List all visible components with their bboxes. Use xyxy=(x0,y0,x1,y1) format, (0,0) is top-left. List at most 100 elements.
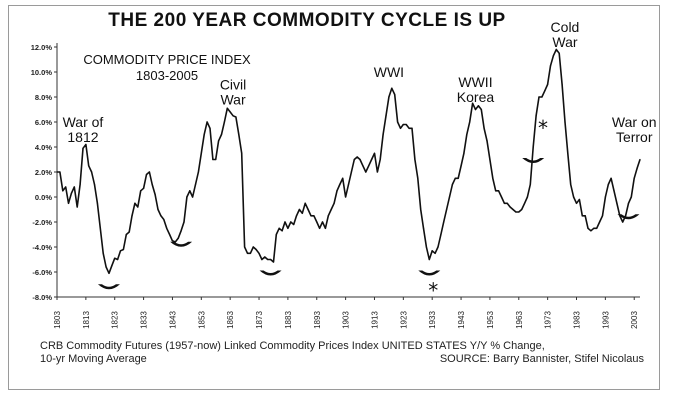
data-point xyxy=(67,202,70,204)
data-point xyxy=(359,158,361,161)
data-point xyxy=(570,183,572,186)
data-point xyxy=(267,258,269,261)
data-point xyxy=(402,123,404,126)
data-point xyxy=(218,140,220,142)
data-point xyxy=(186,196,188,198)
y-tick-label: 6.0% xyxy=(35,118,52,127)
data-point xyxy=(509,206,511,208)
x-tick-label: 1803 xyxy=(53,311,62,329)
data-point xyxy=(472,102,474,104)
x-tick-label: 1973 xyxy=(544,311,553,329)
data-point xyxy=(336,190,338,192)
data-point xyxy=(281,230,283,232)
data-point xyxy=(189,190,191,192)
data-point xyxy=(313,215,315,217)
trough-marker xyxy=(97,284,120,290)
data-point xyxy=(362,165,364,167)
data-point xyxy=(639,158,641,161)
data-point xyxy=(437,246,439,248)
data-point xyxy=(477,105,479,107)
data-point xyxy=(151,183,153,186)
data-point xyxy=(431,250,433,252)
data-point xyxy=(521,208,523,211)
y-tick-label: -2.0% xyxy=(32,218,52,227)
chart-frame xyxy=(8,5,660,390)
data-point xyxy=(624,215,627,217)
data-point xyxy=(73,186,75,188)
data-point xyxy=(593,227,595,229)
data-point xyxy=(111,265,113,267)
data-point xyxy=(117,258,119,261)
data-point xyxy=(526,196,529,198)
data-point xyxy=(295,215,298,217)
x-tick-label: 1943 xyxy=(457,311,466,329)
annotation-label: Cold xyxy=(551,19,580,35)
data-point xyxy=(298,208,301,211)
x-tick-label: 1993 xyxy=(601,311,610,329)
index-label-line1: COMMODITY PRICE INDEX xyxy=(83,52,251,67)
annotation-label-line2: War xyxy=(552,34,577,50)
data-point xyxy=(420,208,422,211)
data-point xyxy=(168,233,171,236)
data-point xyxy=(466,133,468,136)
data-point xyxy=(160,215,162,217)
y-tick-label: -4.0% xyxy=(32,243,52,252)
data-point xyxy=(246,252,249,254)
x-tick-label: 1823 xyxy=(111,311,120,329)
data-point xyxy=(177,237,179,239)
y-tick-label: 8.0% xyxy=(35,93,52,102)
data-point xyxy=(174,241,176,243)
data-point xyxy=(65,186,67,188)
chart-title: THE 200 YEAR COMMODITY CYCLE IS UP xyxy=(108,10,505,31)
data-point xyxy=(627,202,630,204)
data-point xyxy=(353,158,355,161)
data-point xyxy=(538,96,540,98)
data-point xyxy=(197,171,200,173)
data-point xyxy=(249,252,251,254)
annotation-label-line2: Terror xyxy=(616,129,653,145)
data-point xyxy=(492,177,494,179)
data-point xyxy=(235,116,237,118)
trough-marker xyxy=(418,270,441,276)
data-point xyxy=(578,198,580,201)
data-point xyxy=(310,215,312,217)
data-point xyxy=(460,165,462,167)
x-tick-label: 2003 xyxy=(630,311,639,329)
x-tick-label: 1873 xyxy=(255,311,264,329)
data-point xyxy=(451,183,454,186)
data-point xyxy=(157,208,159,211)
data-point xyxy=(321,221,324,223)
data-point xyxy=(391,87,393,89)
data-point xyxy=(373,152,376,154)
data-point xyxy=(324,227,327,229)
data-point xyxy=(209,127,211,129)
annotation-label: War of xyxy=(63,114,104,130)
trough-marker xyxy=(522,158,545,163)
data-point xyxy=(610,177,612,179)
data-point xyxy=(483,127,485,129)
data-point xyxy=(278,227,280,229)
data-point xyxy=(243,246,246,248)
data-point xyxy=(232,115,234,117)
data-point xyxy=(497,190,500,192)
data-point xyxy=(99,227,101,229)
data-point xyxy=(584,215,586,217)
data-point xyxy=(345,196,347,198)
data-point xyxy=(590,230,592,232)
asterisk-marker: * xyxy=(428,279,438,303)
x-tick-label: 1933 xyxy=(428,311,437,329)
x-tick-label: 1983 xyxy=(573,311,582,329)
data-point xyxy=(122,248,124,251)
data-point xyxy=(82,147,84,149)
data-point xyxy=(148,171,150,173)
annotation-label: Civil xyxy=(220,77,246,93)
annotation-label: WWII xyxy=(458,74,492,90)
y-tick-label: 10.0% xyxy=(31,68,53,77)
data-point xyxy=(622,221,624,223)
data-point xyxy=(518,211,520,213)
data-point xyxy=(561,83,563,86)
data-point xyxy=(171,240,174,242)
x-tick-label: 1863 xyxy=(226,311,235,329)
data-point xyxy=(587,227,589,229)
data-point xyxy=(180,230,182,232)
